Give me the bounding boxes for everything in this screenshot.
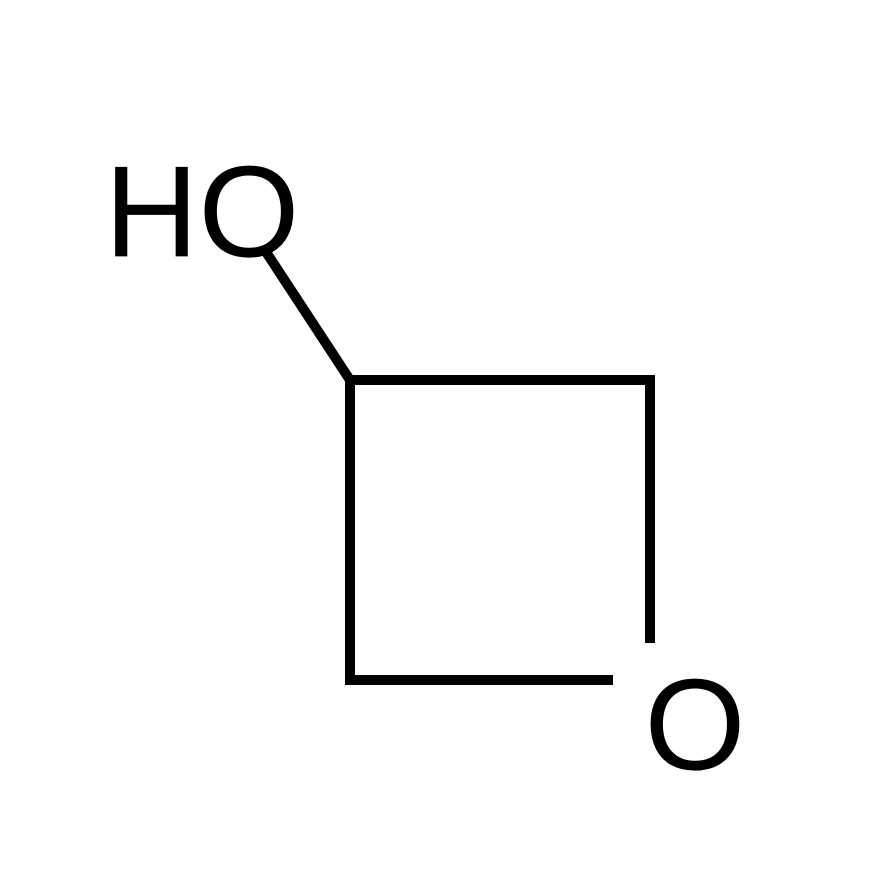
- background: [0, 0, 890, 890]
- atom-label: O: [644, 651, 745, 797]
- molecule-diagram: O HO: [0, 0, 890, 890]
- atom-label: HO: [105, 138, 300, 284]
